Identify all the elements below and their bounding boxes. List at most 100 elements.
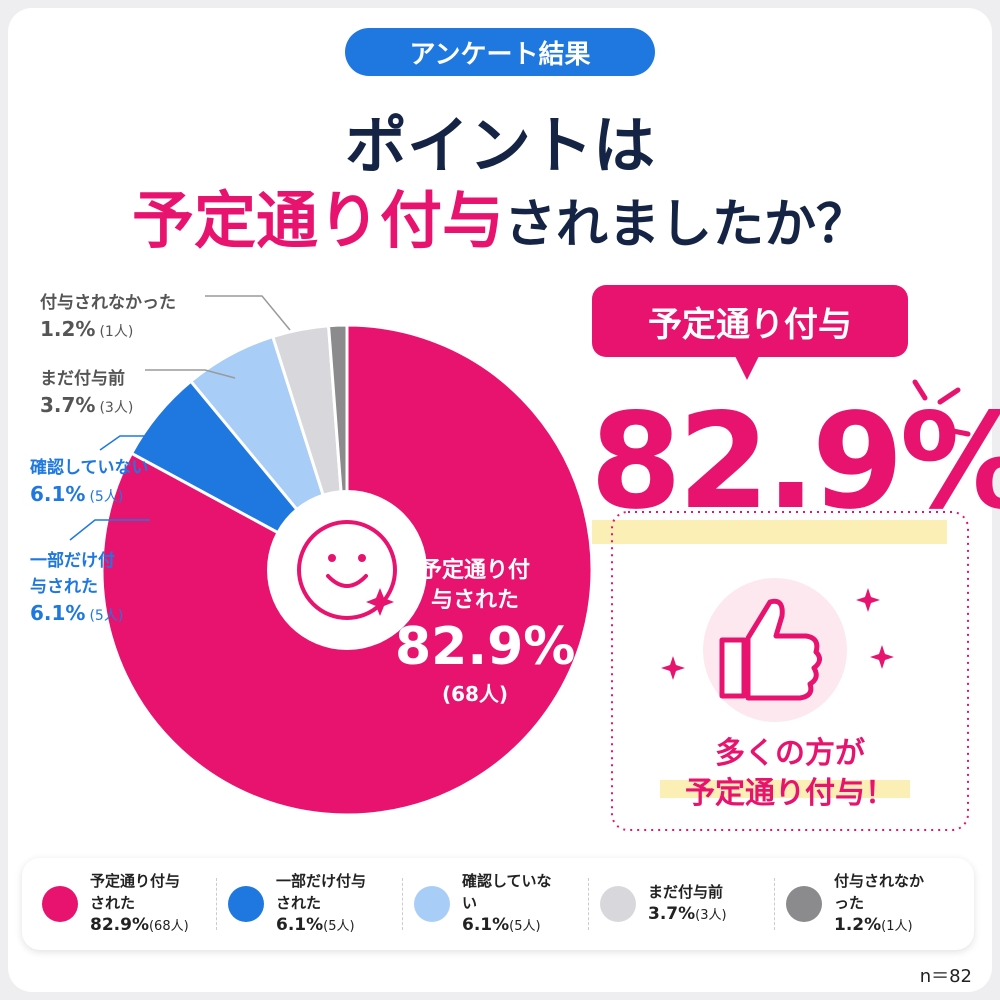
slice-label: 付与されなかった 1.2% (1人)	[40, 290, 190, 345]
value-row: 6.1% (5人)	[30, 481, 180, 510]
legend-divider	[402, 878, 403, 930]
legend-swatch	[600, 886, 636, 922]
legend-text: 一部だけ付与された 6.1%(5人)	[276, 870, 396, 938]
legend-text: 確認していない 6.1%(5人)	[462, 870, 582, 938]
smile-icon	[297, 520, 397, 620]
legend-value: 1.2%	[834, 915, 882, 935]
face	[297, 520, 397, 620]
legend-value: 6.1%	[462, 915, 510, 935]
category-label: 付与されなかった	[40, 293, 176, 313]
donut	[100, 323, 594, 817]
legend-value-row: 6.1%(5人)	[462, 914, 582, 938]
sparkles	[661, 588, 894, 680]
donut-ring	[267, 490, 427, 650]
category-label: 一部だけ付与された	[30, 551, 115, 597]
thumb-icon	[719, 598, 822, 701]
legend-category: 付与されなかった	[834, 872, 925, 912]
legend-swatch	[42, 886, 78, 922]
burst-line	[912, 379, 928, 401]
sparkle	[870, 645, 894, 669]
legend: 予定通り付与された 82.9%(68人) 一部だけ付与された 6.1%(5人) 確認して…	[22, 858, 974, 950]
burst	[912, 379, 971, 437]
value-row: 1.2% (1人)	[40, 316, 190, 345]
legend-swatch	[786, 886, 822, 922]
mouth	[326, 574, 368, 588]
message: 多くの方が	[715, 736, 865, 771]
value-label: 1.2%	[40, 317, 96, 341]
callout: 予定通り付与	[592, 285, 908, 357]
slice-label: 予定通り付与された 82.9% (68人)	[395, 556, 576, 707]
sparkle	[661, 656, 685, 680]
legend-value: 3.7%	[648, 904, 696, 924]
category-label: 予定通り付与された	[420, 558, 531, 613]
legend-count: (5人)	[509, 919, 541, 934]
legend-value: 82.9%	[90, 915, 149, 935]
legend-count: (3人)	[695, 908, 727, 923]
title-rest: されましたか？	[504, 195, 869, 255]
count-label: (5人)	[89, 608, 124, 624]
legend-category: 確認していない	[462, 872, 552, 912]
eye	[358, 554, 366, 562]
legend-divider	[774, 878, 775, 930]
category-label: 確認していない	[30, 458, 149, 478]
message: 予定通り付与！	[685, 776, 895, 811]
leader	[205, 295, 291, 331]
legend-value: 6.1%	[276, 915, 324, 935]
title-line: 予定通り付与されましたか？	[0, 170, 1000, 260]
legend-item: 付与されなかった 1.2%(1人)	[786, 870, 954, 938]
legend-value-row: 1.2%(1人)	[834, 914, 954, 938]
sparkle	[366, 588, 394, 616]
legend-divider	[588, 878, 589, 930]
legend-item: 一部だけ付与された 6.1%(5人)	[228, 870, 396, 938]
sample-size: n＝82	[919, 966, 972, 987]
value-label: 6.1%	[30, 482, 86, 506]
count-label: (1人)	[99, 324, 134, 340]
value-row: 3.7% (3人)	[40, 392, 190, 421]
callout-pointer	[735, 356, 759, 380]
legend-text: まだ付与前 3.7%(3人)	[648, 881, 768, 927]
leader	[69, 519, 150, 541]
burst-line	[937, 387, 961, 405]
legend-swatch	[414, 886, 450, 922]
legend-text: 予定通り付与された 82.9%(68人)	[90, 870, 210, 938]
value-label: 6.1%	[30, 601, 86, 625]
title-line: ポイントは	[344, 109, 655, 182]
count-label: (3人)	[99, 400, 134, 416]
leader	[145, 369, 236, 379]
legend-category: まだ付与前	[648, 883, 724, 901]
legend-item: まだ付与前 3.7%(3人)	[600, 870, 768, 938]
eye	[328, 554, 336, 562]
legend-value-row: 6.1%(5人)	[276, 914, 396, 938]
value-label: 82.9%	[395, 617, 576, 677]
slice-label: 確認していない 6.1% (5人)	[30, 455, 180, 510]
legend-value-row: 82.9%(68人)	[90, 914, 210, 938]
slice-label: まだ付与前 3.7% (3人)	[40, 366, 190, 421]
sparkle	[856, 588, 880, 612]
legend-category: 予定通り付与された	[90, 872, 181, 912]
legend-value-row: 3.7%(3人)	[648, 903, 768, 927]
slice-label: 一部だけ付与された 6.1% (5人)	[30, 548, 130, 629]
legend-count: (5人)	[323, 919, 355, 934]
category-label: まだ付与前	[40, 369, 125, 389]
legend-count: (68人)	[148, 919, 189, 934]
kicker: アンケート結果	[345, 28, 655, 76]
value-label: 3.7%	[40, 393, 96, 417]
highlight-bar	[592, 520, 947, 544]
highlight-bar	[660, 780, 910, 798]
count-label: (5人)	[89, 489, 124, 505]
leader-lines	[69, 295, 291, 541]
legend-count: (1人)	[881, 919, 913, 934]
legend-category: 一部だけ付与された	[276, 872, 367, 912]
legend-swatch	[228, 886, 264, 922]
legend-text: 付与されなかった 1.2%(1人)	[834, 870, 954, 938]
title-highlight: 予定通り付与	[131, 184, 504, 257]
value-row: 6.1% (5人)	[30, 600, 130, 629]
burst-line	[945, 427, 971, 437]
leader	[99, 435, 178, 451]
count-label: (68人)	[441, 682, 509, 706]
big-value: 82.9%	[590, 385, 1000, 539]
legend-item: 予定通り付与された 82.9%(68人)	[42, 870, 210, 938]
legend-item: 確認していない 6.1%(5人)	[414, 870, 582, 938]
